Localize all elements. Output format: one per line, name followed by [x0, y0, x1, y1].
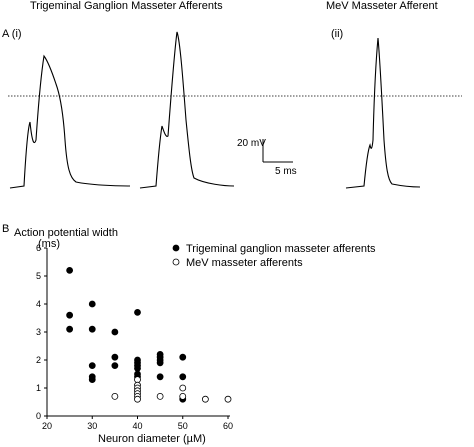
point-tg-afferent: [66, 325, 74, 333]
point-tg-afferent: [88, 300, 96, 308]
y-tick-label: 0: [36, 411, 41, 421]
point-tg-afferent: [179, 373, 187, 381]
y-tick-label: 5: [36, 271, 41, 281]
scale-bar: [262, 139, 293, 163]
panel-a-label: A (i): [2, 28, 22, 40]
trace-tg-wide-spike: [9, 54, 131, 189]
point-tg-afferent: [111, 328, 119, 336]
y-tick-label: 6: [36, 243, 41, 253]
point-mev-afferent: [179, 384, 187, 392]
y-tick-label: 1: [36, 383, 41, 393]
point-tg-afferent: [88, 325, 96, 333]
point-tg-afferent: [156, 373, 164, 381]
legend-label-tg: Trigeminal ganglion masseter afferents: [186, 243, 376, 255]
panel-a-title-right: MeV Masseter Afferent: [326, 0, 438, 12]
y-tick-label: 3: [36, 327, 41, 337]
legend-label-mev: MeV masseter afferents: [186, 257, 303, 269]
point-tg-afferent: [66, 311, 74, 319]
legend-marker-mev: [172, 258, 180, 266]
point-tg-afferent: [111, 353, 119, 361]
scalebar-voltage-label: 20 mV: [237, 138, 266, 149]
point-tg-afferent: [134, 308, 141, 316]
y-tick-label: 4: [36, 299, 41, 309]
panel-a-ii-label: (ii): [331, 28, 344, 40]
panel-b-label: B: [2, 223, 10, 235]
point-tg-afferent: [111, 362, 119, 370]
x-axis-label: Neuron diameter (µM): [98, 433, 206, 445]
x-tick-label: 40: [132, 421, 142, 431]
point-tg-afferent: [66, 266, 74, 274]
point-tg-afferent: [88, 376, 96, 384]
point-mev-afferent: [179, 392, 187, 400]
points-layer: [66, 266, 232, 403]
point-mev-afferent: [134, 395, 141, 403]
point-tg-afferent: [134, 364, 141, 372]
point-mev-afferent: [111, 392, 119, 400]
scalebar-time-label: 5 ms: [275, 166, 297, 177]
trace-mev-spike: [345, 37, 421, 189]
trace-tg-narrow-spike: [139, 31, 235, 189]
x-tick-label: 30: [87, 421, 97, 431]
point-tg-afferent: [179, 353, 187, 361]
y-axis-label: Action potential width: [14, 227, 118, 239]
point-mev-afferent: [201, 395, 209, 403]
x-tick-label: 60: [223, 421, 233, 431]
point-tg-afferent: [88, 362, 96, 370]
point-mev-afferent: [156, 392, 164, 400]
legend-marker-tg: [172, 244, 180, 252]
x-tick-label: 20: [42, 421, 52, 431]
point-tg-afferent: [156, 359, 164, 367]
x-tick-label: 50: [178, 421, 188, 431]
point-mev-afferent: [224, 395, 232, 403]
y-axis-unit: (ms): [38, 238, 60, 250]
panel-a-title-left: Trigeminal Ganglion Masseter Afferents: [30, 0, 223, 12]
y-tick-label: 2: [36, 355, 41, 365]
tick-layer: 20 30 40 50 60 0 1 2 3 4 5 6: [36, 243, 233, 431]
point-mev-afferent: [134, 376, 141, 384]
